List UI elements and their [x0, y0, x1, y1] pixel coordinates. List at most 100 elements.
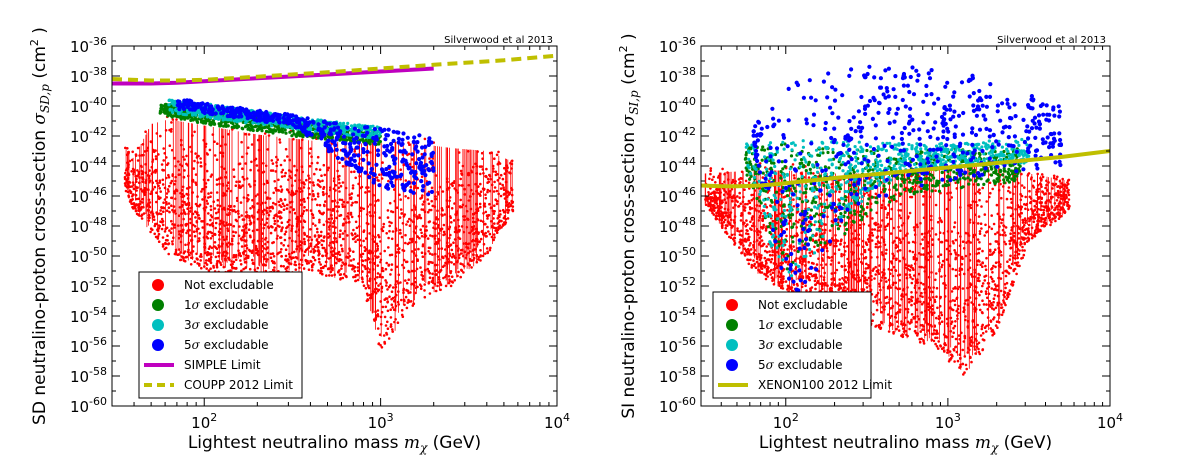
sd-data-point: [310, 260, 313, 263]
sd-data-point: [197, 154, 200, 158]
sd-data-point: [483, 252, 487, 255]
sd-data-point: [221, 106, 226, 111]
sd-data-point: [372, 141, 377, 146]
sd-data-point: [279, 211, 283, 214]
sd-data-point: [334, 205, 338, 208]
sd-data-point: [367, 286, 371, 290]
sd-data-point: [208, 223, 212, 227]
sd-data-point: [316, 249, 320, 253]
sd-data-point: [362, 284, 366, 288]
sd-data-point: [195, 220, 199, 224]
sd-data-point: [366, 298, 370, 302]
sd-data-point: [135, 174, 139, 178]
sd-data-point: [401, 315, 405, 319]
sd-y-tick-exp: -48: [89, 215, 107, 228]
sd-data-point: [419, 179, 424, 184]
sd-data-point: [391, 210, 395, 214]
sd-data-point: [459, 169, 463, 173]
sd-data-point: [241, 229, 244, 232]
sd-data-point: [319, 266, 323, 270]
sd-data-point: [360, 128, 364, 132]
sd-data-point: [282, 265, 286, 268]
sd-data-point: [159, 190, 162, 193]
sd-data-point: [240, 155, 244, 159]
sd-data-point: [232, 260, 236, 264]
sd-data-point: [273, 222, 277, 226]
sd-data-point: [400, 309, 404, 312]
sd-data-point: [336, 175, 340, 178]
sd-data-point: [272, 254, 276, 258]
sd-data-point: [420, 145, 425, 150]
sd-data-point: [353, 170, 356, 173]
sd-data-point: [331, 225, 335, 228]
sd-data-point: [428, 276, 432, 280]
sd-data-point: [264, 191, 267, 194]
sd-data-point: [319, 234, 323, 238]
sd-y-tick-base: 10: [70, 308, 89, 326]
sd-data-point: [493, 186, 497, 189]
sd-data-point: [421, 278, 425, 281]
sd-data-point: [497, 214, 501, 217]
sd-data-point: [354, 240, 357, 243]
sd-data-point: [140, 201, 144, 204]
sd-data-point: [361, 147, 366, 152]
sd-data-point: [400, 235, 404, 239]
sd-data-point: [375, 176, 379, 179]
sd-data-point: [484, 235, 488, 238]
sd-data-point: [274, 203, 277, 206]
sd-data-point: [155, 200, 158, 204]
sd-data-point: [183, 112, 187, 117]
si-data-point: [939, 253, 943, 256]
sd-data-point: [493, 204, 496, 207]
sd-data-point: [137, 197, 140, 201]
sd-data-point: [420, 231, 423, 235]
sd-data-point: [509, 203, 513, 207]
sd-data-point: [171, 242, 174, 246]
sd-data-point: [341, 134, 347, 139]
sd-data-point: [341, 249, 344, 253]
sd-data-point: [377, 179, 380, 182]
si-data-point: [978, 241, 981, 244]
sd-data-point: [352, 228, 355, 232]
sd-data-point: [390, 303, 394, 307]
sd-data-point: [346, 201, 350, 204]
sd-data-point: [485, 175, 488, 179]
sd-data-point: [341, 140, 346, 145]
sd-data-point: [255, 248, 258, 251]
sd-data-point: [318, 260, 321, 264]
sd-data-point: [252, 113, 257, 118]
sd-data-point: [376, 272, 380, 275]
sd-data-point: [256, 202, 259, 205]
sd-data-point: [318, 168, 322, 171]
sd-data-point: [296, 133, 300, 137]
sd-legend-text: excludable: [200, 298, 269, 312]
sd-data-point: [305, 178, 308, 182]
sd-data-point: [250, 251, 254, 254]
sd-data-point: [503, 221, 506, 224]
sd-data-point: [408, 217, 411, 221]
sd-data-point: [426, 237, 430, 240]
sd-data-point: [312, 194, 315, 198]
sd-x-tick-label: 102: [191, 411, 217, 432]
sd-data-point: [281, 202, 285, 205]
sd-data-point: [165, 163, 169, 167]
sd-data-point: [364, 267, 367, 271]
sd-data-point: [364, 259, 367, 262]
sd-data-point: [431, 150, 436, 155]
sd-data-point: [170, 204, 173, 207]
sd-data-point: [194, 210, 197, 213]
sd-x-tick-base: 10: [544, 414, 563, 432]
sd-data-point: [489, 246, 492, 250]
sd-data-point: [354, 220, 358, 224]
sd-data-point: [195, 119, 199, 123]
sd-data-point: [340, 267, 343, 270]
sd-data-point: [449, 284, 453, 288]
sd-data-point: [236, 119, 240, 123]
sd-data-point: [149, 211, 152, 214]
sd-data-point: [161, 108, 165, 112]
sd-y-tick-base: 10: [70, 278, 89, 296]
sd-data-point: [479, 219, 483, 223]
sd-data-point: [411, 139, 416, 144]
sd-data-point: [349, 259, 353, 262]
sd-data-point: [338, 273, 342, 277]
